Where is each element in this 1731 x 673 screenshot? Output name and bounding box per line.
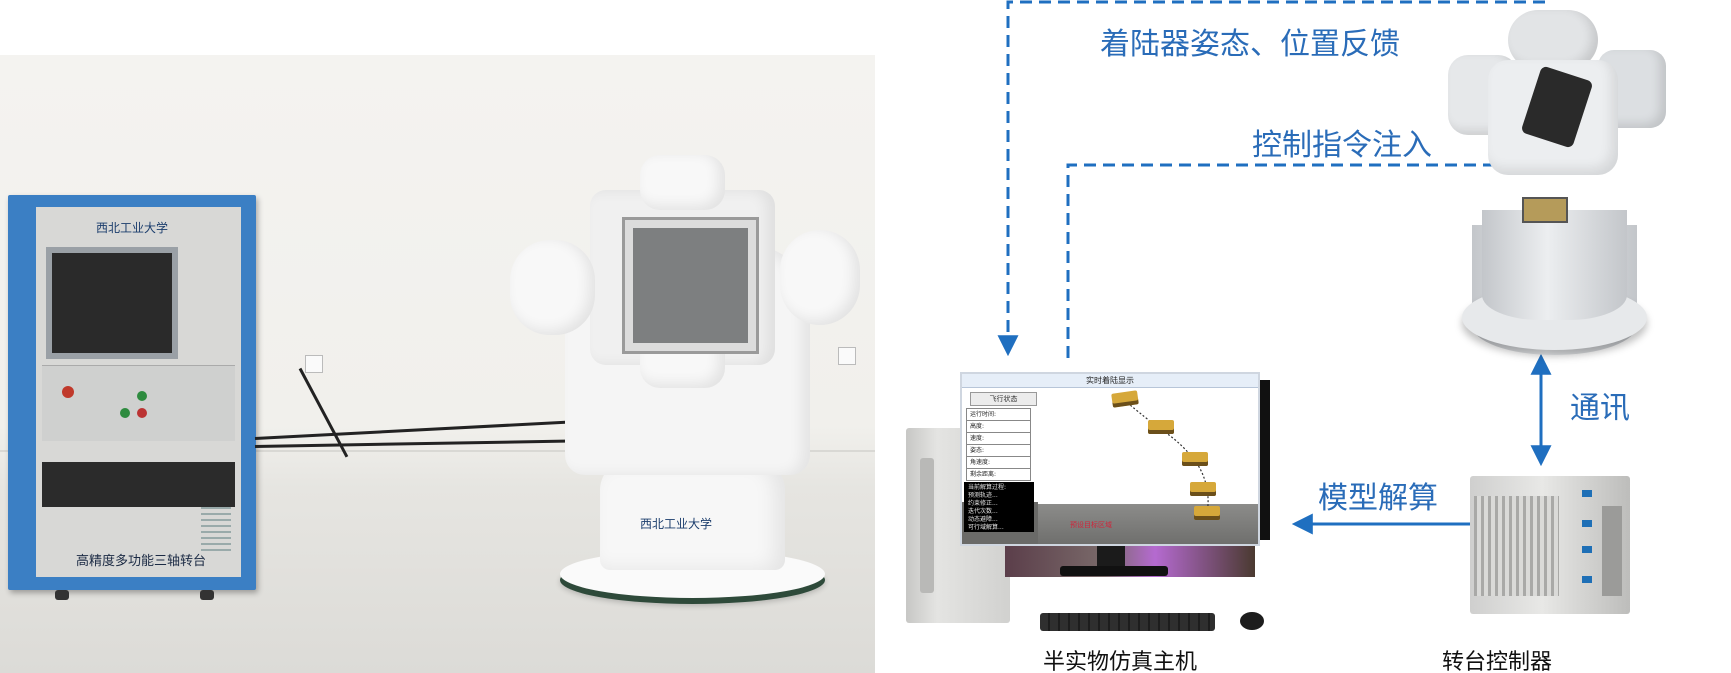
target-label: 预设目标区域 <box>1070 521 1112 529</box>
cabinet-screen <box>46 247 178 359</box>
model-label: 模型解算 <box>1318 481 1438 516</box>
console-line: 动态避障... <box>968 516 998 523</box>
feedback-label: 着陆器姿态、位置反馈 <box>1100 27 1400 62</box>
cabinet-rack-unit <box>42 462 235 507</box>
lander-icon <box>1148 420 1174 434</box>
top-axis-motor <box>640 155 725 210</box>
expansion-slot <box>1602 506 1622 596</box>
console-line: 迭代次数... <box>968 508 998 515</box>
status-header: 飞行状态 <box>970 392 1037 406</box>
wall-socket-icon <box>305 355 323 373</box>
console-line: 约束修正... <box>968 500 998 507</box>
monitor-side <box>1258 380 1270 540</box>
monitor-stand <box>1097 542 1125 568</box>
console-line: 可行域解算... <box>968 524 1004 531</box>
console-panel: 当前解算过程: 预测轨迹... 约束修正... 迭代次数... 动态避障... … <box>964 482 1034 532</box>
cabinet-button-panel <box>42 365 235 441</box>
usb-port-icon <box>1582 576 1592 583</box>
feedback-arrow <box>997 0 1545 357</box>
cabinet-logo: 西北工业大学 <box>96 221 169 235</box>
usb-port-icon <box>1582 490 1592 497</box>
comm-label: 通讯 <box>1570 391 1630 426</box>
caster-icon <box>200 590 214 600</box>
keyboard-icon <box>1040 613 1215 631</box>
command-label: 控制指令注入 <box>1252 128 1432 163</box>
floor-line <box>0 450 875 452</box>
nameplate-icon <box>1522 197 1568 223</box>
wall-socket-icon <box>838 347 856 365</box>
hardware-photo: 西北工业大学 高精度多功能三轴转台 西北工业 <box>0 55 875 673</box>
terrain <box>1038 504 1258 544</box>
lander-icon <box>1194 506 1220 520</box>
window-title: 实时着陆显示 <box>962 374 1258 388</box>
turntable-pedestal: 西北工业大学 <box>600 460 785 570</box>
mounting-plate <box>625 220 756 351</box>
monitor-foot <box>1060 566 1168 576</box>
cabinet-panel: 西北工业大学 高精度多功能三轴转台 <box>36 207 241 577</box>
turntable-gimbal <box>1448 10 1666 220</box>
green-button-icon <box>137 391 147 401</box>
host-caption: 半实物仿真主机 <box>1043 650 1198 673</box>
console-line: 预测轨迹... <box>968 492 998 499</box>
turntable-logo: 西北工业大学 <box>640 517 713 531</box>
status-row: 剩余距离: <box>966 468 1031 481</box>
tower-slot <box>920 458 934 593</box>
turntable-controller <box>1470 476 1630 614</box>
controller-caption: 转台控制器 <box>1442 650 1553 673</box>
heatsink-fins <box>1474 496 1559 596</box>
green-button-icon <box>120 408 130 418</box>
cabinet-label: 高精度多功能三轴转台 <box>75 554 206 569</box>
caster-icon <box>55 590 69 600</box>
turntable-column <box>1482 210 1627 320</box>
usb-port-icon <box>1582 520 1592 527</box>
red-button-icon <box>137 408 147 418</box>
lander-icon <box>1182 452 1208 466</box>
console-line: 当前解算过程: <box>968 484 1007 491</box>
vent-icon <box>201 507 231 552</box>
landing-display-window: 实时着陆显示 飞行状态 运行时间: 高度: 速度: 姿态: 角速度: 剩余距离:… <box>960 372 1260 546</box>
left-axis-motor <box>510 240 595 335</box>
emergency-stop-icon <box>62 386 74 398</box>
mouse-icon <box>1240 612 1264 630</box>
lander-icon <box>1190 482 1216 496</box>
usb-port-icon <box>1582 546 1592 553</box>
control-cabinet: 西北工业大学 高精度多功能三轴转台 <box>8 195 256 590</box>
right-axis-motor <box>780 230 860 325</box>
